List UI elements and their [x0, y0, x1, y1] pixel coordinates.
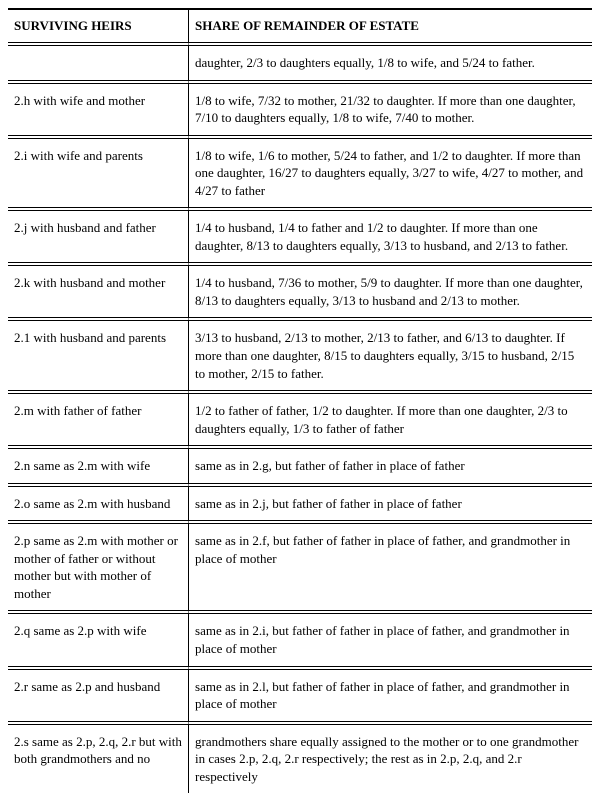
- cell-share: 1/8 to wife, 1/6 to mother, 5/24 to fath…: [189, 139, 592, 212]
- cell-heirs: 2.q same as 2.p with wife: [8, 614, 189, 669]
- estate-share-table: SURVIVING HEIRS SHARE OF REMAINDER OF ES…: [8, 8, 592, 793]
- cell-share: same as in 2.g, but father of father in …: [189, 449, 592, 487]
- cell-heirs: 2.n same as 2.m with wife: [8, 449, 189, 487]
- table-row: 2.h with wife and mother1/8 to wife, 7/3…: [8, 84, 592, 139]
- cell-heirs: 2.p same as 2.m with mother or mother of…: [8, 524, 189, 614]
- table-row: daughter, 2/3 to daughters equally, 1/8 …: [8, 46, 592, 84]
- cell-heirs: 2.k with husband and mother: [8, 266, 189, 321]
- cell-share: same as in 2.j, but father of father in …: [189, 487, 592, 525]
- cell-share: grandmothers share equally assigned to t…: [189, 725, 592, 794]
- table-row: 2.m with father of father1/2 to father o…: [8, 394, 592, 449]
- table-row: 2.j with husband and father1/4 to husban…: [8, 211, 592, 266]
- cell-share: 1/4 to husband, 1/4 to father and 1/2 to…: [189, 211, 592, 266]
- cell-heirs: 2.j with husband and father: [8, 211, 189, 266]
- cell-share: same as in 2.i, but father of father in …: [189, 614, 592, 669]
- table-row: 2.s same as 2.p, 2.q, 2.r but with both …: [8, 725, 592, 794]
- cell-heirs: 2.h with wife and mother: [8, 84, 189, 139]
- table-row: 2.o same as 2.m with husbandsame as in 2…: [8, 487, 592, 525]
- cell-heirs: 2.1 with husband and parents: [8, 321, 189, 394]
- cell-heirs: 2.r same as 2.p and husband: [8, 670, 189, 725]
- cell-share: daughter, 2/3 to daughters equally, 1/8 …: [189, 46, 592, 84]
- cell-share: 1/4 to husband, 7/36 to mother, 5/9 to d…: [189, 266, 592, 321]
- cell-share: same as in 2.f, but father of father in …: [189, 524, 592, 614]
- cell-heirs: [8, 46, 189, 84]
- cell-heirs: 2.s same as 2.p, 2.q, 2.r but with both …: [8, 725, 189, 794]
- cell-heirs: 2.o same as 2.m with husband: [8, 487, 189, 525]
- cell-heirs: 2.m with father of father: [8, 394, 189, 449]
- cell-heirs: 2.i with wife and parents: [8, 139, 189, 212]
- cell-share: 1/2 to father of father, 1/2 to daughter…: [189, 394, 592, 449]
- table-row: 2.r same as 2.p and husbandsame as in 2.…: [8, 670, 592, 725]
- table-row: 2.i with wife and parents1/8 to wife, 1/…: [8, 139, 592, 212]
- table-header-row: SURVIVING HEIRS SHARE OF REMAINDER OF ES…: [8, 8, 592, 46]
- table-row: 2.1 with husband and parents3/13 to husb…: [8, 321, 592, 394]
- table-row: 2.k with husband and mother1/4 to husban…: [8, 266, 592, 321]
- table-row: 2.q same as 2.p with wifesame as in 2.i,…: [8, 614, 592, 669]
- table-body: daughter, 2/3 to daughters equally, 1/8 …: [8, 46, 592, 793]
- table-row: 2.n same as 2.m with wifesame as in 2.g,…: [8, 449, 592, 487]
- column-header-heirs: SURVIVING HEIRS: [8, 8, 189, 46]
- cell-share: 1/8 to wife, 7/32 to mother, 21/32 to da…: [189, 84, 592, 139]
- cell-share: same as in 2.l, but father of father in …: [189, 670, 592, 725]
- cell-share: 3/13 to husband, 2/13 to mother, 2/13 to…: [189, 321, 592, 394]
- column-header-share: SHARE OF REMAINDER OF ESTATE: [189, 8, 592, 46]
- table-row: 2.p same as 2.m with mother or mother of…: [8, 524, 592, 614]
